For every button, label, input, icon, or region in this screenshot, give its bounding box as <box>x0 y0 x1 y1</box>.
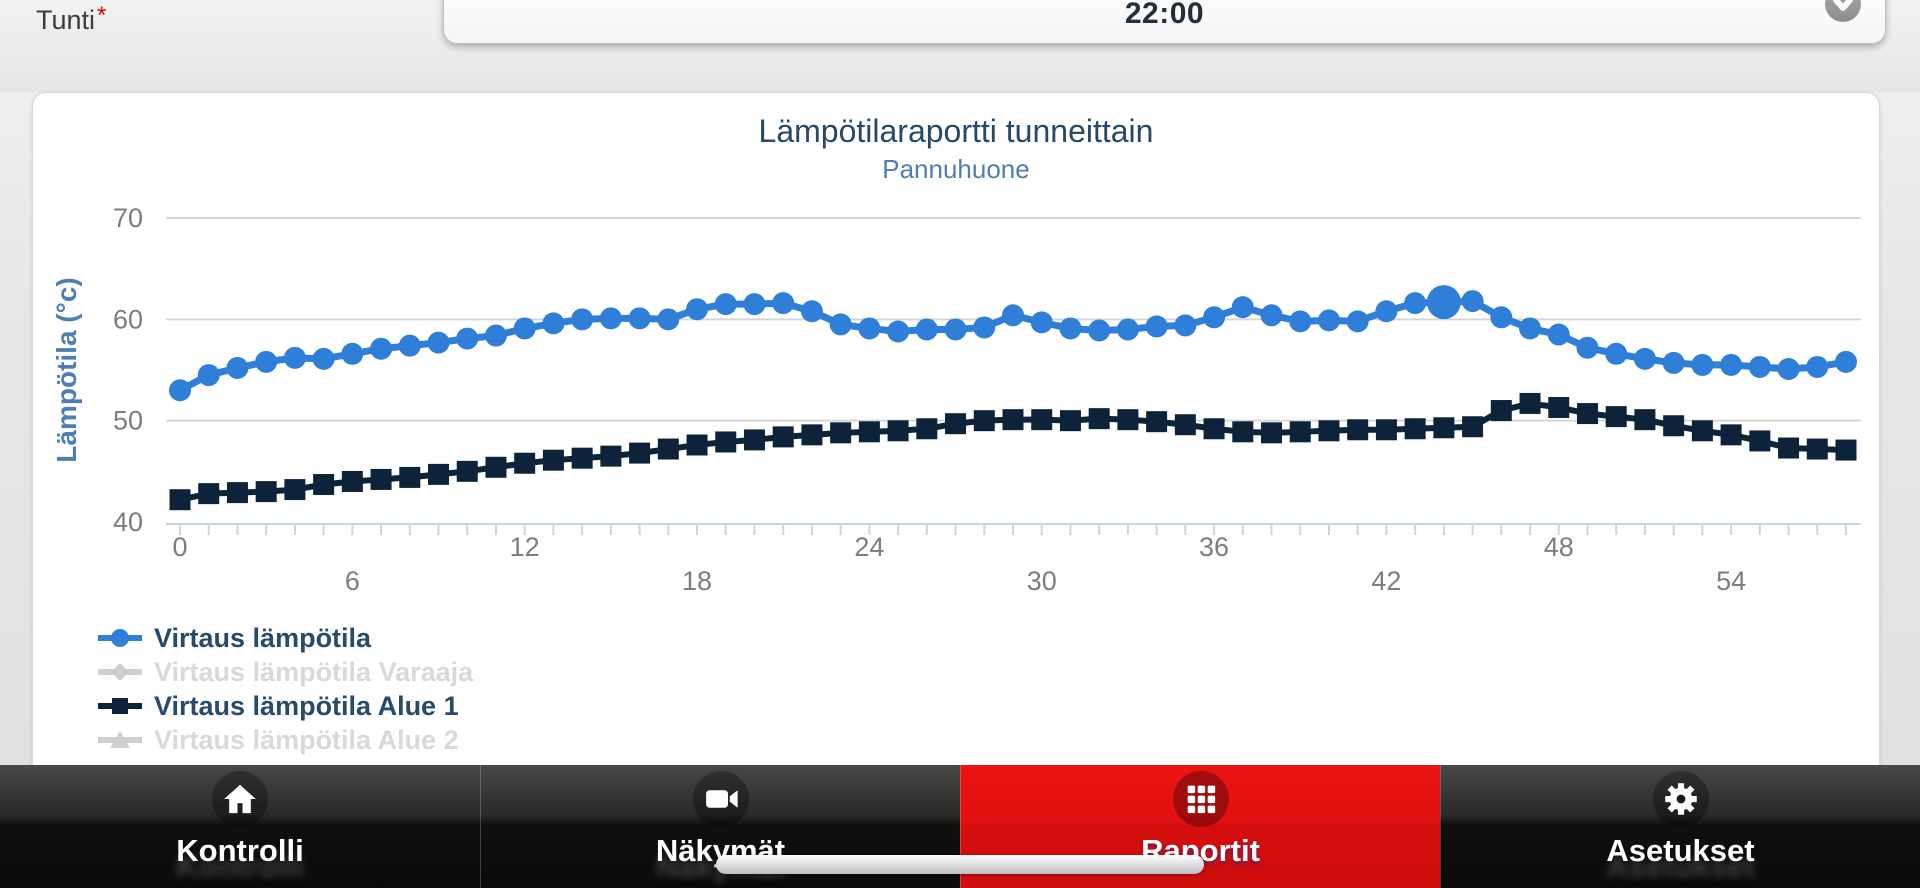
tab-label: Kontrolli <box>176 833 304 868</box>
legend-item-virtaus-lampotila-alue-2[interactable]: Virtaus lämpötila Alue 2 <box>96 723 473 757</box>
svg-text:18: 18 <box>682 566 712 596</box>
legend-label: Virtaus lämpötila Alue 2 <box>154 724 459 755</box>
svg-text:40: 40 <box>113 507 143 537</box>
legend-item-virtaus-lampotila[interactable]: Virtaus lämpötila <box>96 621 473 655</box>
legend-label: Virtaus lämpötila Alue 1 <box>154 690 459 721</box>
top-bar: Tunti* 22:00 <box>0 0 1920 92</box>
svg-text:0: 0 <box>172 532 187 562</box>
tab-kontrolli[interactable]: Kontrolli <box>0 765 480 888</box>
legend-label: Virtaus lämpötila Varaaja <box>154 656 474 687</box>
svg-text:24: 24 <box>854 532 884 562</box>
svg-text:6: 6 <box>345 566 360 596</box>
home-icon <box>212 771 268 827</box>
chart-subtitle: Pannuhuone <box>882 154 1030 184</box>
legend-marker-circle-icon <box>98 629 142 647</box>
svg-text:12: 12 <box>510 532 540 562</box>
chart-plot: 40 50 60 70 0 12 24 36 48 6 18 30 42 54 Lämpötila (°c) <box>51 203 1861 596</box>
required-asterisk: * <box>97 2 107 29</box>
svg-text:60: 60 <box>113 304 143 334</box>
chevron-down-icon[interactable] <box>1825 0 1861 22</box>
svg-text:50: 50 <box>113 406 143 436</box>
tab-asetukset[interactable]: Asetukset <box>1440 765 1920 888</box>
svg-text:42: 42 <box>1371 566 1401 596</box>
hour-field-label-text: Tunti <box>36 5 96 35</box>
legend-marker-diamond-icon <box>98 663 142 681</box>
gear-icon <box>1652 771 1709 827</box>
svg-text:48: 48 <box>1544 532 1574 562</box>
chart-title: Lämpötilaraportti tunneittain <box>758 113 1154 149</box>
svg-text:36: 36 <box>1199 532 1229 562</box>
hour-field-label: Tunti* <box>36 2 106 36</box>
legend-item-virtaus-lampotila-alue-1[interactable]: Virtaus lämpötila Alue 1 <box>96 689 473 723</box>
grid-icon <box>1172 771 1229 827</box>
chart-legend: Virtaus lämpötila Virtaus lämpötila Vara… <box>96 621 473 757</box>
chart-card: Lämpötilaraportti tunneittain Pannuhuone… <box>32 92 1880 782</box>
svg-text:70: 70 <box>113 203 143 233</box>
hour-dropdown-value: 22:00 <box>1124 0 1205 30</box>
selected-point[interactable] <box>1426 285 1461 320</box>
bottom-nav: Kontrolli Näkymät Rap <box>0 765 1920 888</box>
hour-dropdown[interactable]: 22:00 <box>443 0 1886 44</box>
svg-text:30: 30 <box>1027 566 1057 596</box>
svg-text:54: 54 <box>1716 566 1746 596</box>
tab-label: Asetukset <box>1606 833 1755 868</box>
svg-text:Lämpötila (°c): Lämpötila (°c) <box>51 277 82 462</box>
legend-item-virtaus-lampotila-varaaja[interactable]: Virtaus lämpötila Varaaja <box>96 655 473 689</box>
legend-marker-square-icon <box>98 698 142 714</box>
series-2 <box>169 392 1857 511</box>
series-0 <box>169 285 1857 402</box>
legend-label: Virtaus lämpötila <box>154 622 372 653</box>
video-camera-icon <box>692 771 749 827</box>
legend-marker-triangle-icon <box>98 731 142 748</box>
home-indicator[interactable] <box>716 855 1204 874</box>
